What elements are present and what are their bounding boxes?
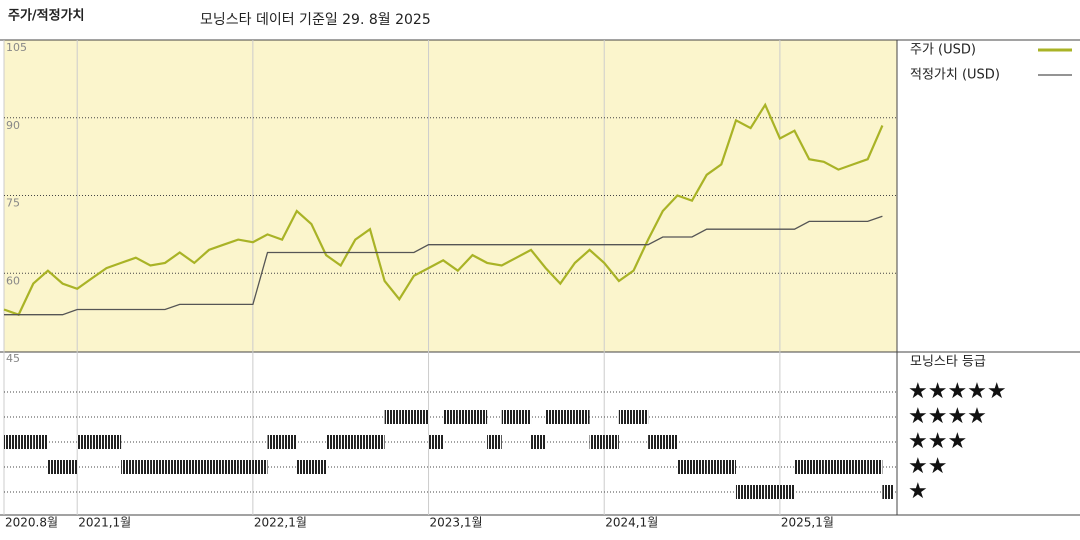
rating-bar <box>809 460 824 474</box>
y-tick-label: 105 <box>6 41 27 54</box>
rating-bar <box>91 435 107 449</box>
rating-bar <box>121 460 136 474</box>
rating-bar <box>545 410 561 424</box>
rating-bar <box>267 435 283 449</box>
rating-bar <box>750 485 766 499</box>
rating-bar <box>47 460 63 474</box>
y-tick-label: 60 <box>6 274 20 287</box>
rating-label: ★★★★★ <box>908 379 1007 404</box>
rating-bar <box>882 485 893 499</box>
rating-bar <box>589 435 605 449</box>
rating-bar <box>18 435 34 449</box>
rating-bar <box>735 485 751 499</box>
x-tick-label: 2021,1월 <box>78 516 131 530</box>
rating-bar <box>574 410 590 424</box>
rating-bar <box>633 410 649 424</box>
rating-bar <box>150 460 166 474</box>
rating-bar <box>252 460 268 474</box>
rating-bar <box>823 460 839 474</box>
rating-label: ★ <box>908 479 928 504</box>
rating-bar <box>662 435 678 449</box>
rating-bar <box>326 435 341 449</box>
rating-bar <box>618 410 634 424</box>
ratings-title: 모닝스타 등급 <box>910 355 986 370</box>
x-tick-label: 2020.8월 <box>5 516 58 530</box>
rating-bar <box>531 435 546 449</box>
legend-label: 적정가치 (USD) <box>910 68 1000 83</box>
rating-bar <box>413 410 429 424</box>
rating-bar <box>428 435 444 449</box>
rating-bar <box>165 460 180 474</box>
rating-bar <box>311 460 327 474</box>
rating-bar <box>179 460 195 474</box>
rating-bar <box>384 410 400 424</box>
y-tick-label: 45 <box>6 352 20 365</box>
rating-bar <box>194 460 209 474</box>
rating-bar <box>516 410 532 424</box>
rating-bar <box>208 460 224 474</box>
rating-bar <box>794 460 810 474</box>
y-tick-label: 75 <box>6 197 20 210</box>
rating-bar <box>135 460 151 474</box>
legend-label: 주가 (USD) <box>910 43 976 58</box>
rating-bar <box>106 435 122 449</box>
rating-bar <box>77 435 92 449</box>
rating-bar <box>472 410 488 424</box>
rating-bar <box>648 435 663 449</box>
rating-label: ★★★ <box>908 429 967 454</box>
rating-bar <box>355 435 370 449</box>
rating-bar <box>677 460 693 474</box>
rating-bar <box>457 410 473 424</box>
series-line <box>3 102 884 317</box>
rating-bar <box>62 460 78 474</box>
rating-bar <box>765 485 780 499</box>
x-tick-label: 2024,1월 <box>605 516 658 530</box>
rating-bar <box>4 435 19 449</box>
rating-bar <box>692 460 707 474</box>
x-tick-label: 2022,1월 <box>254 516 307 530</box>
rating-bar <box>487 435 502 449</box>
rating-bar <box>721 460 736 474</box>
x-tick-label: 2025,1월 <box>781 516 834 530</box>
chart-title: 주가/적정가치 <box>8 8 85 24</box>
rating-bar <box>223 460 239 474</box>
rating-bar <box>706 460 722 474</box>
rating-bar <box>443 410 458 424</box>
rating-bar <box>33 435 48 449</box>
x-tick-label: 2023,1월 <box>430 516 483 530</box>
rating-bar <box>369 435 385 449</box>
rating-bar <box>501 410 517 424</box>
rating-bar <box>604 435 619 449</box>
rating-bar <box>340 435 356 449</box>
rating-bar <box>282 435 297 449</box>
series-line <box>4 215 883 316</box>
y-tick-label: 90 <box>6 119 20 132</box>
rating-bar <box>399 410 414 424</box>
rating-bar <box>838 460 854 474</box>
chart-subtitle: 모닝스타 데이터 기준일 29. 8월 2025 <box>200 12 431 28</box>
rating-bar <box>296 460 312 474</box>
rating-label: ★★★★ <box>908 404 987 429</box>
rating-bar <box>853 460 868 474</box>
rating-label: ★★ <box>908 454 947 479</box>
rating-bar <box>867 460 883 474</box>
rating-bar <box>560 410 575 424</box>
rating-bar <box>779 485 795 499</box>
rating-bar <box>238 460 253 474</box>
